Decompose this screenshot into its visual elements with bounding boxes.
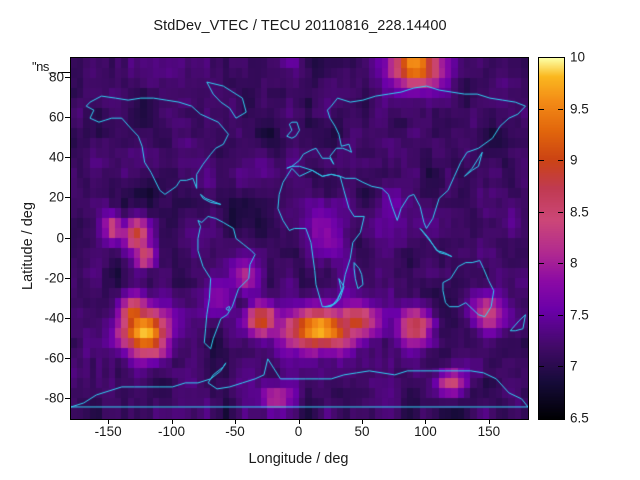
x-tick-mark [108, 419, 110, 424]
x-tick-mark [361, 419, 363, 424]
x-tick-label: 50 [354, 424, 370, 439]
x-tick-label: 0 [294, 424, 303, 439]
y-tick-mark [65, 117, 70, 119]
y-tick-label: -60 [44, 350, 64, 366]
colorbar-tick-mark [558, 263, 563, 265]
y-tick-label: 60 [48, 109, 64, 125]
x-axis-label: Longitude / deg [248, 451, 349, 467]
colorbar [538, 57, 565, 420]
y-tick-mark [65, 277, 70, 279]
y-tick-label: -40 [44, 310, 64, 326]
y-tick-label: 80 [48, 69, 64, 85]
colorbar-tick-mark [558, 211, 563, 213]
map-plot-area [70, 57, 529, 420]
x-tick-label: -100 [158, 424, 186, 439]
y-tick-label: -20 [44, 270, 64, 286]
y-tick-mark [65, 237, 70, 239]
colorbar-tick-label: 10 [570, 49, 586, 65]
y-tick-label: 20 [48, 189, 64, 205]
colorbar-tick-mark [539, 314, 544, 316]
y-tick-mark [65, 357, 70, 359]
y-tick-label: 40 [48, 149, 64, 165]
colorbar-tick-mark [558, 314, 563, 316]
vtec-heatmap [71, 58, 528, 419]
colorbar-gradient [539, 58, 564, 419]
clipped-artifact-rule [58, 72, 72, 73]
colorbar-tick-label: 8 [570, 255, 578, 271]
y-tick-mark [65, 397, 70, 399]
colorbar-tick-mark [539, 160, 544, 162]
colorbar-tick-mark [558, 160, 563, 162]
colorbar-tick-label: 6.5 [570, 410, 589, 426]
x-tick-label: -50 [225, 424, 245, 439]
y-tick-mark [65, 317, 70, 319]
colorbar-tick-label: 9.5 [570, 101, 589, 117]
colorbar-tick-label: 8.5 [570, 204, 589, 220]
colorbar-tick-mark [539, 108, 544, 110]
x-tick-mark [298, 419, 300, 424]
colorbar-tick-label: 7 [570, 358, 578, 374]
colorbar-tick-mark [539, 366, 544, 368]
colorbar-tick-mark [539, 263, 544, 265]
x-tick-mark [235, 419, 237, 424]
x-tick-label: 150 [477, 424, 501, 439]
y-tick-label: 0 [56, 230, 64, 245]
colorbar-tick-label: 9 [570, 152, 578, 168]
y-tick-mark [65, 197, 70, 199]
y-tick-label: -80 [44, 390, 64, 406]
x-tick-mark [425, 419, 427, 424]
colorbar-tick-mark [558, 108, 563, 110]
x-tick-label: 100 [414, 424, 437, 439]
x-tick-label: -150 [94, 424, 122, 439]
x-tick-mark [171, 419, 173, 424]
y-tick-mark [65, 157, 70, 159]
colorbar-tick-mark [558, 366, 563, 368]
y-axis-label: Latitude / deg [20, 202, 36, 290]
y-tick-mark [65, 77, 70, 79]
colorbar-tick-label: 7.5 [570, 307, 589, 323]
page-title: StdDev_VTEC / TECU 20110816_228.14400 [153, 18, 447, 34]
x-tick-mark [488, 419, 490, 424]
colorbar-tick-mark [539, 211, 544, 213]
clipped-artifact-label: "ns_ [32, 59, 56, 74]
